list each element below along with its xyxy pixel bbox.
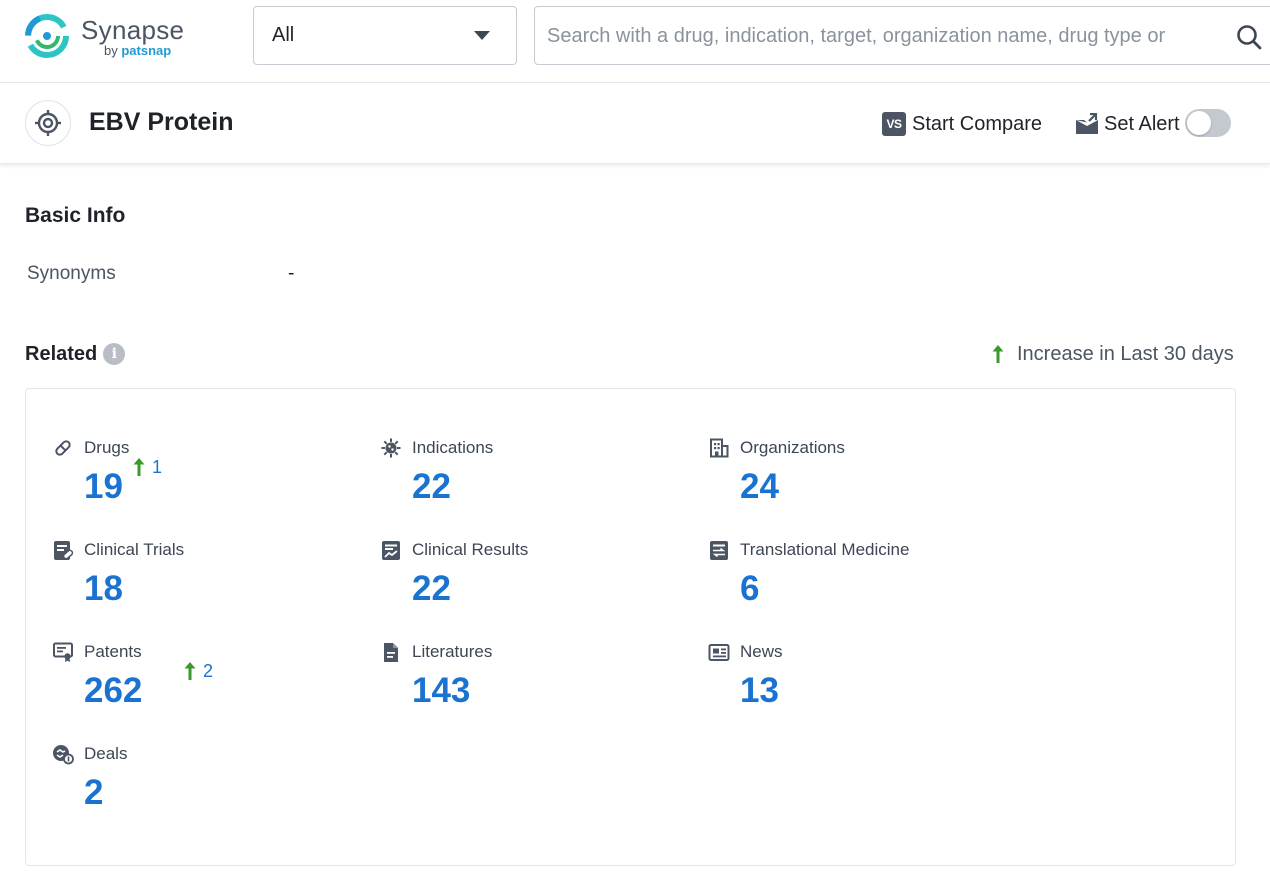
stat-news[interactable]: News 13 bbox=[708, 641, 1028, 731]
newspaper-icon bbox=[708, 641, 730, 663]
target-icon bbox=[25, 100, 71, 146]
stat-patents[interactable]: Patents 262 2 bbox=[52, 641, 372, 731]
related-title: Related bbox=[25, 343, 97, 366]
stat-label: Drugs bbox=[84, 438, 129, 458]
stat-organizations[interactable]: Organizations 24 bbox=[708, 437, 1028, 527]
increase-legend-text: Increase in Last 30 days bbox=[1017, 343, 1234, 366]
stat-label: Indications bbox=[412, 438, 493, 458]
stat-literatures[interactable]: Literatures 143 bbox=[380, 641, 700, 731]
search-icon[interactable] bbox=[1235, 23, 1263, 51]
stat-value: 2 bbox=[84, 773, 103, 813]
related-header: Related i bbox=[25, 341, 125, 367]
caret-down-icon bbox=[474, 31, 490, 40]
arrow-up-icon bbox=[183, 661, 197, 681]
compare-vs-icon: VS bbox=[882, 112, 906, 136]
top-bar: Synapse by patsnap All bbox=[0, 0, 1270, 83]
stat-increase: 2 bbox=[183, 661, 213, 682]
logo-by: by bbox=[104, 43, 118, 58]
logo-subtitle: by patsnap bbox=[104, 43, 171, 58]
stat-label: News bbox=[740, 642, 783, 662]
set-alert-label: Set Alert bbox=[1104, 113, 1180, 136]
stat-label: Deals bbox=[84, 744, 127, 764]
exchange-document-icon bbox=[708, 539, 730, 561]
stat-increase-count: 1 bbox=[152, 457, 162, 478]
building-icon bbox=[708, 437, 730, 459]
related-stats-card: Drugs 19 1 Indications 22 bbox=[25, 388, 1236, 866]
stat-label: Clinical Trials bbox=[84, 540, 184, 560]
handshake-coin-icon bbox=[52, 743, 74, 765]
stat-label: Organizations bbox=[740, 438, 845, 458]
stat-indications[interactable]: Indications 22 bbox=[380, 437, 700, 527]
clipboard-pill-icon bbox=[52, 539, 74, 561]
basic-info-title: Basic Info bbox=[25, 204, 125, 228]
stat-value: 18 bbox=[84, 569, 123, 609]
alert-mail-icon bbox=[1075, 113, 1099, 135]
search-scope-select[interactable]: All bbox=[253, 6, 517, 65]
page-title: EBV Protein bbox=[89, 108, 233, 137]
logo-brand: patsnap bbox=[121, 43, 171, 58]
certificate-icon bbox=[52, 641, 74, 663]
pill-icon bbox=[52, 437, 74, 459]
info-icon[interactable]: i bbox=[103, 343, 125, 365]
stat-value: 262 bbox=[84, 671, 142, 711]
stat-value: 22 bbox=[412, 467, 451, 507]
stat-label: Patents bbox=[84, 642, 142, 662]
synonyms-label: Synonyms bbox=[27, 263, 116, 285]
toggle-knob bbox=[1187, 111, 1211, 135]
stat-clinical-trials[interactable]: Clinical Trials 18 bbox=[52, 539, 372, 629]
start-compare-label: Start Compare bbox=[912, 113, 1042, 136]
set-alert-button[interactable]: Set Alert bbox=[1075, 110, 1180, 138]
stat-drugs[interactable]: Drugs 19 1 bbox=[52, 437, 372, 527]
stat-value: 19 bbox=[84, 467, 123, 507]
stat-increase: 1 bbox=[132, 457, 162, 478]
stat-deals[interactable]: Deals 2 bbox=[52, 743, 372, 833]
stat-value: 6 bbox=[740, 569, 759, 609]
logo-title: Synapse bbox=[81, 15, 184, 46]
synapse-logo[interactable]: Synapse by patsnap bbox=[24, 13, 184, 63]
stat-label: Literatures bbox=[412, 642, 492, 662]
document-icon bbox=[380, 641, 402, 663]
stat-value: 22 bbox=[412, 569, 451, 609]
search-box bbox=[534, 6, 1270, 65]
stat-increase-count: 2 bbox=[203, 661, 213, 682]
stat-clinical-results[interactable]: Clinical Results 22 bbox=[380, 539, 700, 629]
arrow-up-icon bbox=[132, 457, 146, 477]
stat-label: Translational Medicine bbox=[740, 540, 909, 560]
chart-document-icon bbox=[380, 539, 402, 561]
start-compare-button[interactable]: VS Start Compare bbox=[882, 110, 1042, 138]
set-alert-toggle[interactable] bbox=[1185, 109, 1231, 137]
synonyms-value: - bbox=[288, 263, 294, 285]
increase-legend: Increase in Last 30 days bbox=[991, 341, 1234, 367]
search-scope-value: All bbox=[272, 24, 294, 47]
stat-value: 13 bbox=[740, 671, 779, 711]
stat-value: 24 bbox=[740, 467, 779, 507]
synapse-logo-icon bbox=[24, 13, 70, 59]
search-input[interactable] bbox=[547, 17, 1207, 55]
arrow-up-icon bbox=[991, 344, 1005, 364]
stat-value: 143 bbox=[412, 671, 470, 711]
stat-label: Clinical Results bbox=[412, 540, 528, 560]
stat-translational-medicine[interactable]: Translational Medicine 6 bbox=[708, 539, 1028, 629]
virus-icon bbox=[380, 437, 402, 459]
entity-header: EBV Protein VS Start Compare Set Alert bbox=[0, 83, 1270, 164]
